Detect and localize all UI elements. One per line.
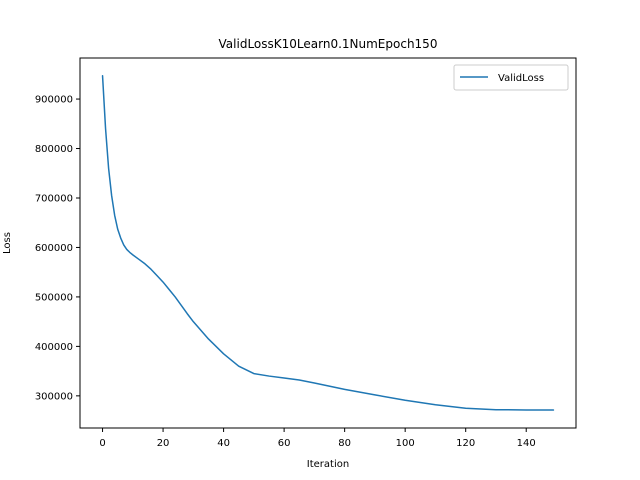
chart-title: ValidLossK10Learn0.1NumEpoch150: [219, 37, 438, 51]
y-axis: 300000 400000 500000 600000 700000 800000 9000…: [35, 95, 80, 402]
x-tick-label: 0: [99, 438, 105, 449]
legend: ValidLoss: [453, 64, 569, 91]
legend-label-validloss: ValidLoss: [498, 73, 544, 84]
x-tick-label: 80: [338, 438, 351, 449]
x-tick-label: 40: [217, 438, 230, 449]
y-tick-label: 700000: [35, 193, 73, 204]
y-tick-label: 300000: [35, 391, 73, 402]
y-tick-label: 600000: [35, 243, 73, 254]
x-tick-label: 20: [157, 438, 170, 449]
x-tick-label: 140: [517, 438, 536, 449]
y-tick-label: 500000: [35, 292, 73, 303]
x-tick-label: 60: [278, 438, 291, 449]
series-line-validloss: [101, 75, 555, 411]
plot-frame: [79, 57, 577, 429]
x-axis-label: Iteration: [307, 459, 349, 470]
y-tick-label: 400000: [35, 342, 73, 353]
x-axis: 0 20 40 60 80 100 120 140: [99, 428, 536, 449]
y-tick-label: 800000: [35, 144, 73, 155]
plot-area: [79, 57, 577, 429]
legend-box: [453, 64, 569, 91]
y-tick-label: 900000: [35, 95, 73, 106]
x-tick-label: 120: [456, 438, 475, 449]
x-tick-label: 100: [396, 438, 415, 449]
y-axis-label: Loss: [2, 232, 13, 254]
